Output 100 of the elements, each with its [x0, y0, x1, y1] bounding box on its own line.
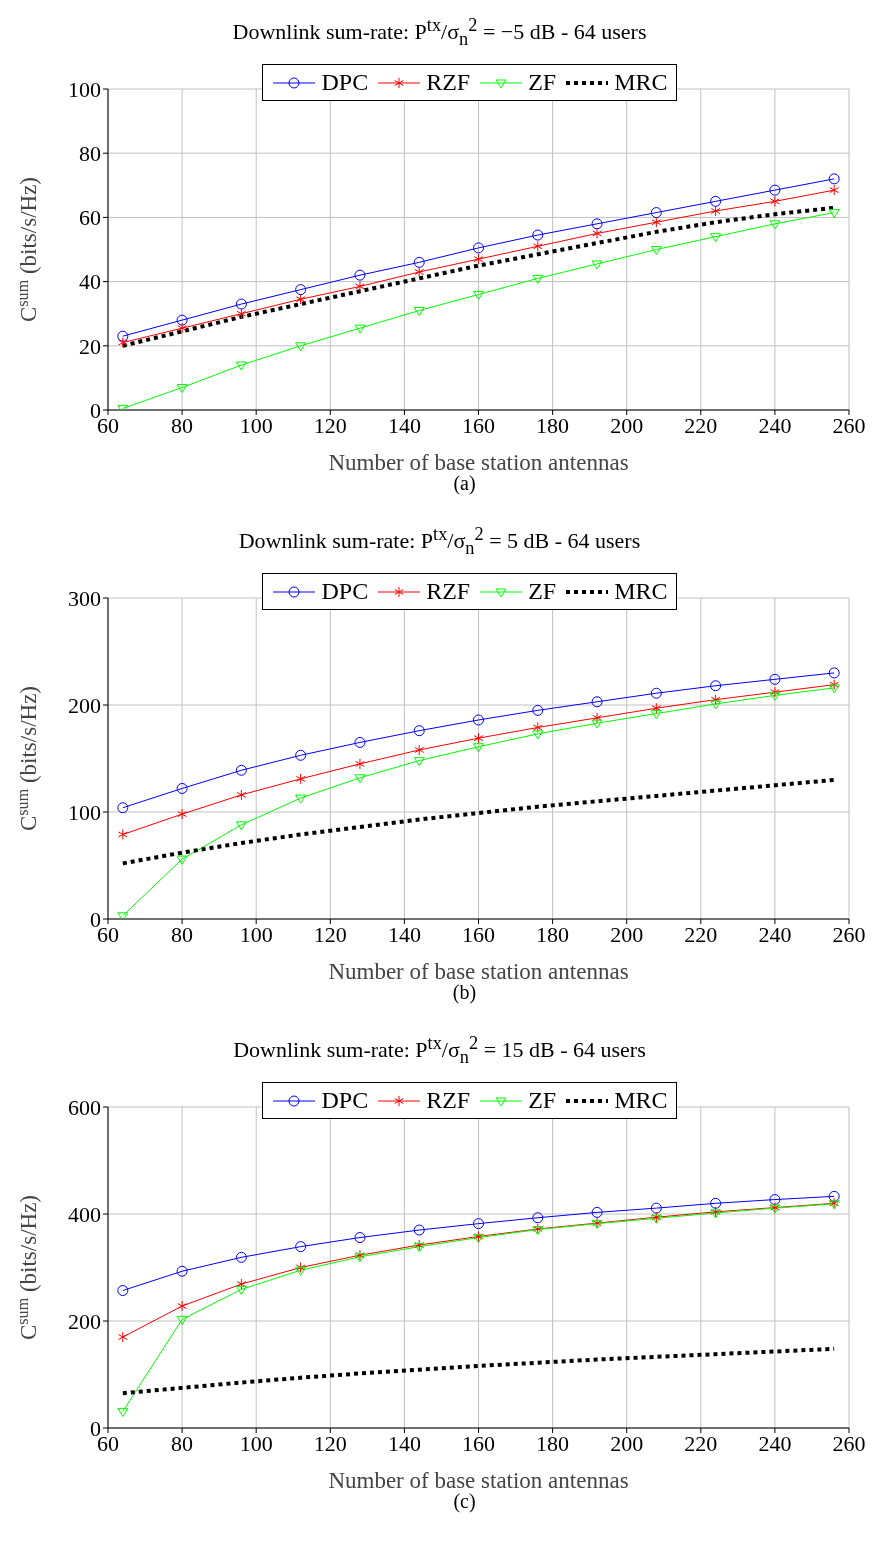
point — [176, 314, 188, 326]
point — [532, 721, 543, 733]
point — [770, 195, 780, 207]
x-tick-label: 220 — [684, 412, 718, 438]
legend-label: MRC — [614, 1087, 668, 1114]
x-tick-label: 180 — [536, 412, 570, 438]
point — [355, 280, 365, 292]
x-tick-label: 160 — [462, 412, 495, 438]
x-tick-label: 100 — [239, 1430, 273, 1456]
point — [295, 342, 307, 352]
chart-title: Downlink sum-rate: P$^{tx}$/σ$_{n}$$^{2}$ = −5 dB - 64 users — [231, 14, 648, 49]
point — [235, 1285, 247, 1295]
point — [532, 1212, 544, 1224]
legend-label: ZF — [528, 1087, 557, 1114]
point — [592, 227, 602, 239]
point — [413, 256, 425, 268]
point — [592, 712, 602, 724]
legend-label: RZF — [426, 1087, 471, 1114]
x-tick-label: 100 — [239, 412, 273, 438]
point — [414, 744, 425, 756]
point — [473, 714, 484, 726]
x-axis-title: Number of base station antennas — [328, 450, 629, 475]
y-tick-label: 60 — [79, 205, 101, 231]
point — [236, 308, 247, 320]
point — [473, 253, 484, 265]
y-tick-label: 100 — [68, 799, 101, 825]
point — [414, 1239, 425, 1251]
point — [413, 1224, 425, 1236]
point — [177, 322, 187, 334]
text: (c) — [452, 1490, 477, 1513]
chart-title: Downlink sum-rate: P$^{tx}$/σ$_{n}$$^{2}$ = 5 dB - 64 users — [237, 523, 642, 558]
y-tick-label: 20 — [79, 333, 101, 359]
legend-label: DPC — [321, 69, 369, 96]
point — [769, 1194, 781, 1206]
point — [354, 1253, 366, 1263]
point — [117, 828, 128, 840]
legend-label: DPC — [321, 578, 369, 605]
point — [355, 758, 365, 770]
point — [650, 207, 662, 219]
point — [354, 1232, 366, 1244]
point — [829, 679, 840, 691]
point — [235, 1251, 247, 1263]
x-tick-label: 140 — [387, 921, 421, 947]
point — [235, 764, 247, 776]
point — [710, 700, 722, 710]
point — [117, 1331, 128, 1343]
x-tick-label: 80 — [171, 412, 194, 438]
x-axis-title: Number of base station antennas — [328, 1468, 629, 1493]
point — [828, 684, 840, 694]
y-tick-label: 200 — [68, 1308, 101, 1334]
point — [295, 794, 307, 804]
point — [829, 184, 840, 196]
x-tick-label: 200 — [610, 1430, 644, 1456]
point — [295, 1266, 307, 1276]
y-tick-label: 40 — [79, 269, 101, 295]
point — [710, 680, 722, 692]
x-tick-label: 240 — [758, 1430, 792, 1456]
point — [473, 743, 484, 753]
point — [235, 361, 247, 371]
point — [295, 1241, 307, 1253]
point — [414, 266, 425, 278]
point — [413, 306, 425, 316]
point — [591, 696, 603, 708]
x-tick-label: 260 — [832, 412, 866, 438]
point — [235, 821, 247, 831]
point — [117, 1285, 129, 1297]
x-tick-label: 200 — [610, 921, 644, 947]
point — [176, 855, 188, 865]
point — [176, 384, 188, 394]
point — [177, 1300, 187, 1312]
x-tick-label: 200 — [610, 412, 644, 438]
x-tick-label: 260 — [832, 921, 866, 947]
point — [235, 298, 247, 310]
x-tick-label: 240 — [758, 921, 792, 947]
point — [769, 220, 781, 230]
point — [769, 691, 781, 701]
text: (a) — [452, 472, 477, 495]
text: (b) — [451, 981, 478, 1004]
line-series — [120, 777, 837, 866]
x-tick-label: 180 — [536, 921, 570, 947]
point — [354, 269, 366, 281]
y-tick-label: 100 — [68, 76, 101, 102]
x-tick-label: 180 — [536, 1430, 570, 1456]
point — [769, 673, 781, 685]
point — [413, 1243, 425, 1253]
point — [117, 802, 129, 814]
point — [828, 209, 840, 219]
legend-label: MRC — [614, 69, 668, 96]
point — [117, 1407, 129, 1417]
point — [473, 242, 484, 254]
point — [591, 218, 603, 230]
point — [650, 710, 662, 720]
x-tick-label: 220 — [684, 921, 718, 947]
point — [650, 687, 662, 699]
point — [176, 782, 188, 794]
point — [591, 260, 603, 270]
point — [355, 1249, 365, 1261]
point — [828, 173, 840, 185]
point — [413, 757, 425, 767]
point — [651, 216, 662, 228]
